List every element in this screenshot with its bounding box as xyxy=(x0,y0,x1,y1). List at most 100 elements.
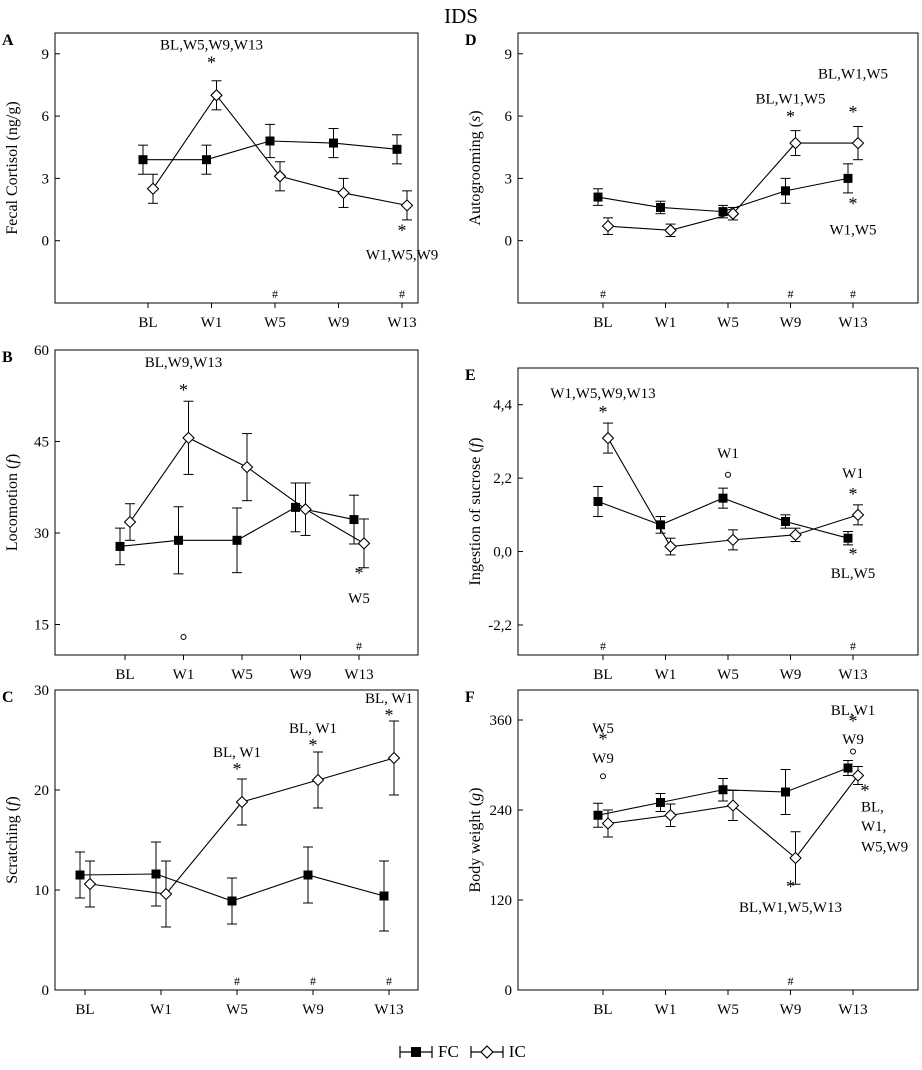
panel-letter: A xyxy=(2,32,14,49)
y-axis-label: Scratching (f) xyxy=(4,796,21,884)
significance-star: * xyxy=(599,729,608,749)
y-axis-label: Fecal Cortisol (ng/g) xyxy=(4,101,21,234)
significance-star: * xyxy=(355,563,364,583)
significance-star: * xyxy=(309,735,318,755)
panel-letter: E xyxy=(465,367,476,384)
annotation-label: W9 xyxy=(592,751,614,767)
panel-letter: F xyxy=(465,689,475,706)
data-point-ic xyxy=(357,537,371,550)
legend: FC IC xyxy=(398,1040,536,1064)
y-tick-label: 15 xyxy=(34,618,49,634)
data-point-ic xyxy=(664,808,677,822)
annotation-label: W5 xyxy=(348,591,370,607)
data-point-ic xyxy=(851,136,865,150)
annotation-label: BL,W5 xyxy=(831,566,876,582)
x-tick-label: W13 xyxy=(838,667,867,683)
hash-mark: # xyxy=(850,639,856,653)
significance-star: * xyxy=(179,380,188,400)
y-axis-label: Ingestion of sucrose (f) xyxy=(467,438,484,586)
data-point-fc xyxy=(843,533,853,543)
annotation-label: BL,W1,W5 xyxy=(756,92,826,108)
hash-mark: # xyxy=(234,974,240,988)
annotation-label: BL, xyxy=(861,800,884,816)
data-point-ic xyxy=(337,186,350,200)
significance-star: * xyxy=(849,544,858,564)
data-point-ic xyxy=(210,89,223,102)
hash-mark: # xyxy=(386,974,392,988)
significance-star: * xyxy=(786,106,795,126)
data-point-ic xyxy=(601,219,615,233)
data-point-ic xyxy=(146,182,160,196)
data-point-ic xyxy=(311,773,325,787)
data-point-ic xyxy=(851,769,865,782)
filled-square-marker-icon xyxy=(399,1046,433,1058)
y-tick-label: 10 xyxy=(34,883,49,899)
y-tick-label: 6 xyxy=(42,109,50,125)
legend-label-ic: IC xyxy=(508,1042,526,1061)
hash-mark: # xyxy=(788,287,794,301)
y-tick-label: 240 xyxy=(490,803,513,819)
data-point-ic xyxy=(664,224,677,237)
y-axis-label: Autogrooming (s) xyxy=(467,110,484,225)
x-tick-label: W9 xyxy=(328,315,350,331)
annotation-label: W1,W5,W9,W13 xyxy=(550,386,655,402)
y-tick-label: 6 xyxy=(505,109,513,125)
x-tick-label: BL xyxy=(138,315,157,331)
significance-star: * xyxy=(207,52,216,72)
annotation-label: BL,W1 xyxy=(831,703,876,719)
y-tick-label: 4,4 xyxy=(493,398,512,414)
x-tick-label: BL xyxy=(593,315,612,331)
data-point-ic xyxy=(83,877,97,891)
data-point-fc xyxy=(265,136,275,146)
panel-letter: D xyxy=(465,32,477,49)
x-tick-label: W9 xyxy=(780,1002,802,1018)
annotation-label: W1, xyxy=(861,819,886,835)
y-tick-label: 0 xyxy=(505,983,513,999)
data-point-fc xyxy=(138,155,148,165)
hash-mark: # xyxy=(850,287,856,301)
panel-a: A 0 3 6 9 BL W1 W5 W9 W13 Fecal Cortisol (ng/g) BL,… xyxy=(2,32,438,331)
panel-letter: B xyxy=(2,349,13,366)
data-point-fc xyxy=(843,763,853,773)
data-point-ic xyxy=(240,460,254,474)
data-point-ic xyxy=(123,515,137,529)
hash-mark: # xyxy=(600,287,606,301)
x-tick-label: W5 xyxy=(226,1002,248,1018)
y-tick-label: 0 xyxy=(505,234,513,250)
data-point-ic xyxy=(182,431,195,445)
data-point-fc xyxy=(392,144,402,154)
circle-mark xyxy=(725,471,731,478)
legend-item-fc: FC xyxy=(398,1042,459,1062)
data-point-fc xyxy=(656,520,665,530)
series-line-ic xyxy=(89,757,395,895)
annotation-label: BL, W1 xyxy=(213,745,261,761)
y-tick-label: 120 xyxy=(490,893,513,909)
x-tick-label: W9 xyxy=(780,315,802,331)
y-tick-label: 3 xyxy=(505,171,513,187)
data-point-fc xyxy=(656,202,665,212)
data-point-fc xyxy=(781,186,790,196)
significance-star: * xyxy=(398,221,407,241)
data-point-ic xyxy=(235,795,249,809)
axes-frame xyxy=(54,32,419,304)
data-point-fc xyxy=(718,785,728,795)
y-tick-label: 0,0 xyxy=(493,545,512,561)
x-tick-label: W5 xyxy=(231,667,253,683)
circle-mark xyxy=(180,634,187,640)
y-tick-label: 20 xyxy=(34,783,49,799)
data-point-ic xyxy=(789,528,802,542)
y-axis-label: Body weight (g) xyxy=(467,788,484,893)
data-point-fc xyxy=(349,515,359,525)
data-point-fc xyxy=(593,496,603,506)
data-point-ic xyxy=(387,751,401,765)
open-diamond-marker-icon xyxy=(470,1045,504,1059)
data-point-ic xyxy=(789,851,802,865)
hash-mark: # xyxy=(356,639,362,653)
panel-d: D 0 3 6 9 BL W1 W5 W9 W13 Autogrooming (s) BL,W1,W5… xyxy=(465,32,919,331)
x-tick-label: W1 xyxy=(655,667,677,683)
annotation-label: BL,W1,W5,W13 xyxy=(739,900,842,916)
annotation-label: BL,W9,W13 xyxy=(145,355,222,371)
data-point-fc xyxy=(202,155,211,165)
